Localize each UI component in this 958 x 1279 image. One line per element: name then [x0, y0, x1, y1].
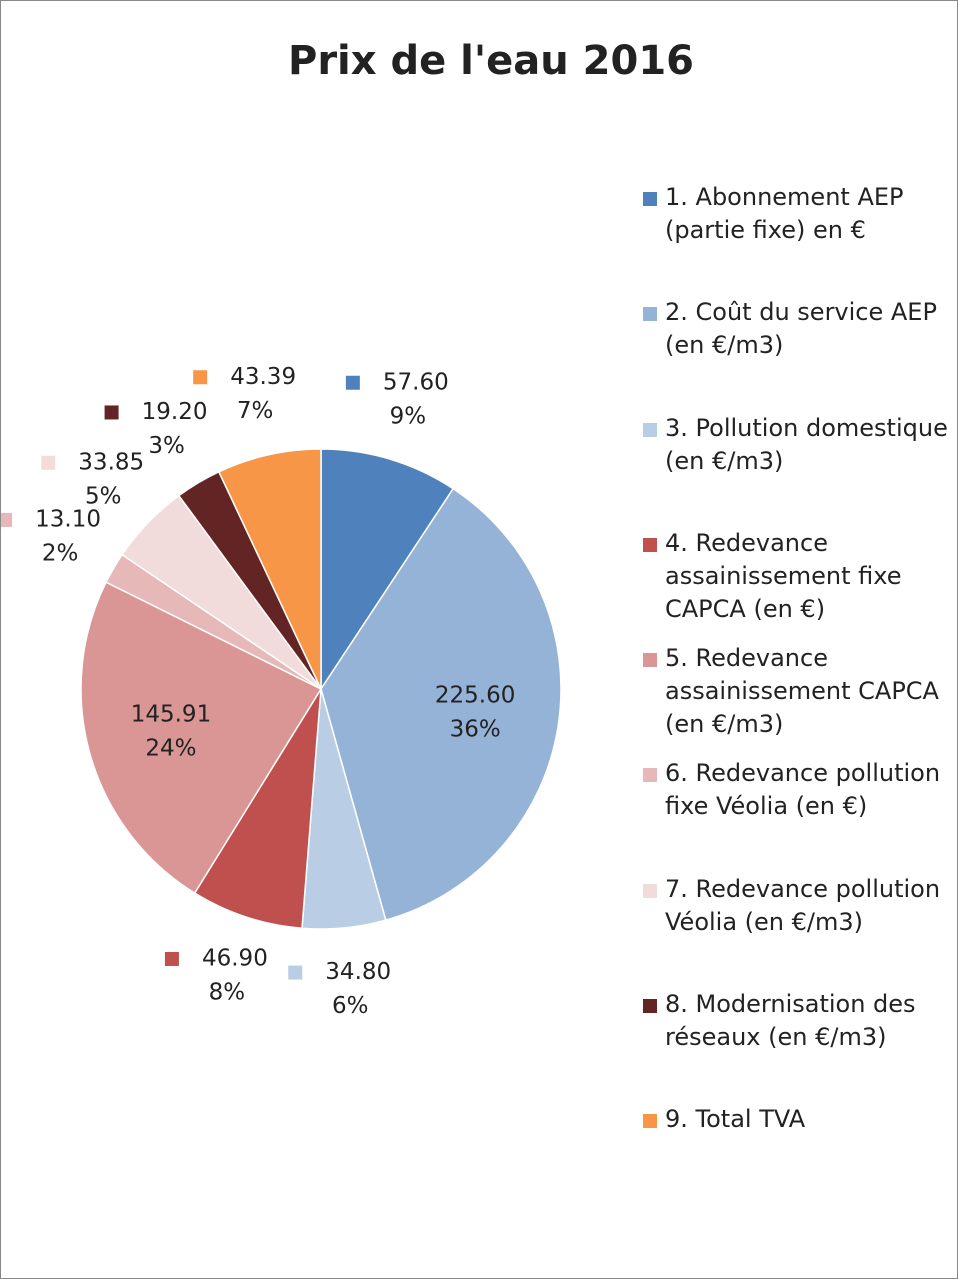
- data-label: 34.80: [325, 959, 391, 985]
- legend-label: 1. Abonnement AEP (partie fixe) en €: [665, 183, 904, 244]
- legend: 1. Abonnement AEP (partie fixe) en € 2. C…: [641, 181, 951, 1219]
- legend-label: 3. Pollution domestique (en €/m3): [665, 413, 948, 475]
- legend-item: 4. Redevance assainissement fixe CAPCA (…: [641, 527, 951, 642]
- pie-slice: [320, 448, 455, 692]
- percent-label: 36%: [450, 717, 501, 743]
- label-key: [345, 375, 360, 390]
- legend-label: 9. Total TVA: [665, 1105, 806, 1134]
- percent-label: 3%: [148, 433, 185, 459]
- percent-label: 2%: [42, 540, 79, 566]
- percent-label: 5%: [85, 483, 122, 509]
- pie-slice: [217, 448, 322, 690]
- legend-label: 6. Redevance pollution fixe Véolia (en €…: [665, 759, 941, 821]
- label-key: [1, 512, 13, 527]
- data-label: 33.85: [78, 449, 144, 475]
- label-key: [193, 370, 208, 385]
- legend-item: 8. Modernisation des réseaux (en €/m3): [641, 988, 951, 1103]
- data-label: 19.20: [142, 399, 208, 425]
- data-label: 43.39: [230, 364, 296, 390]
- legend-item: 2. Coût du service AEP (en €/m3): [641, 296, 951, 411]
- pie-slice: [320, 487, 562, 922]
- legend-swatch: [643, 537, 657, 552]
- percent-label: 7%: [237, 398, 274, 424]
- pie-slice: [193, 688, 322, 930]
- legend-swatch: [643, 192, 657, 206]
- data-label: 145.91: [131, 701, 211, 727]
- label-key: [104, 405, 119, 420]
- data-label: 13.10: [35, 506, 101, 532]
- legend-swatch: [643, 883, 657, 898]
- legend-item: 3. Pollution domestique (en €/m3): [641, 412, 951, 527]
- chart-title: Prix de l'eau 2016: [288, 38, 694, 84]
- legend-label: 5. Redevance assainissement CAPCA (en €/…: [665, 644, 939, 739]
- legend-item: 7. Redevance pollution Véolia (en €/m3): [641, 873, 951, 988]
- percent-label: 6%: [332, 993, 369, 1019]
- label-key: [41, 455, 56, 470]
- legend-swatch: [643, 307, 657, 322]
- legend-swatch: [643, 999, 657, 1014]
- label-key: [164, 951, 179, 966]
- legend-item: 5. Redevance assainissement CAPCA (en €/…: [641, 642, 951, 757]
- legend-label: 7. Redevance pollution Véolia (en €/m3): [665, 874, 941, 936]
- legend-item: 1. Abonnement AEP (partie fixe) en €: [641, 181, 951, 296]
- label-key: [288, 965, 303, 980]
- percent-label: 9%: [390, 403, 427, 429]
- legend-label: 8. Modernisation des réseaux (en €/m3): [665, 990, 916, 1052]
- legend-item: 9. Total TVA: [641, 1103, 951, 1218]
- legend-swatch: [643, 768, 657, 783]
- data-label: 225.60: [435, 683, 515, 709]
- percent-label: 8%: [209, 979, 246, 1005]
- legend-label: 2. Coût du service AEP (en €/m3): [665, 298, 937, 360]
- legend-swatch: [643, 422, 657, 437]
- legend-item: 6. Redevance pollution fixe Véolia (en €…: [641, 757, 951, 872]
- legend-swatch: [643, 1114, 657, 1129]
- data-label: 46.90: [202, 945, 268, 971]
- legend-swatch: [643, 653, 657, 668]
- percent-label: 24%: [145, 735, 196, 761]
- data-label: 57.60: [383, 369, 449, 395]
- legend-label: 4. Redevance assainissement fixe CAPCA (…: [665, 528, 902, 623]
